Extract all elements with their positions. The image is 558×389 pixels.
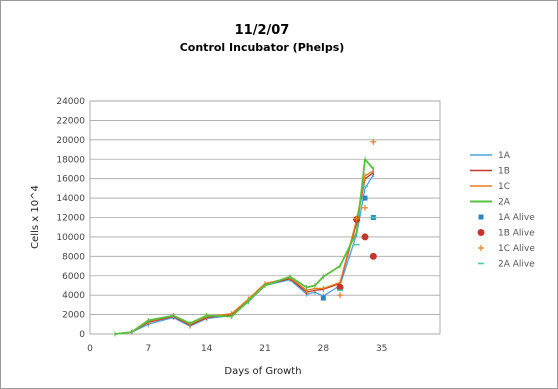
- x-tick-label: 0: [87, 344, 93, 354]
- legend-label: 1B: [498, 167, 510, 177]
- legend-symbol: [477, 229, 485, 236]
- data-point: [369, 252, 377, 260]
- legend-label: 1A: [498, 151, 511, 161]
- x-tick-label: 14: [201, 344, 213, 354]
- chart-title: 11/2/07: [235, 23, 290, 38]
- y-tick-label: 6000: [62, 272, 85, 282]
- legend-label: 2A: [498, 198, 511, 208]
- y-tick-label: 2000: [62, 311, 85, 321]
- x-tick-label: 7: [145, 344, 151, 354]
- grid: [90, 100, 440, 315]
- x-tick-labels: 0 7 14 21 28 35: [87, 344, 387, 354]
- y-tick-label: 22000: [56, 116, 85, 126]
- data-point: [337, 292, 343, 299]
- legend-symbol: [478, 245, 484, 251]
- series-lines: [114, 156, 374, 337]
- legend-label: 1A Alive: [498, 213, 535, 223]
- legend-label: 1C Alive: [498, 244, 535, 254]
- y-tick-label: 12000: [56, 214, 85, 224]
- y-tick-label: 0: [79, 330, 85, 340]
- chart-subtitle: Control Incubator (Phelps): [180, 41, 345, 54]
- series-markers: [320, 138, 377, 301]
- x-tick-label: 21: [259, 344, 270, 354]
- legend-symbol: [478, 214, 484, 220]
- data-point: [362, 195, 368, 201]
- y-tick-label: 4000: [62, 291, 85, 301]
- legend-label: 1B Alive: [498, 229, 535, 239]
- legend-label: 1C: [498, 182, 510, 192]
- data-point: [361, 233, 369, 241]
- data-point: [336, 283, 344, 291]
- y-tick-labels: 0 2000 4000 6000 8000 10000 12000 14000 16000 180…: [56, 97, 85, 340]
- legend-label: 2A Alive: [498, 260, 535, 270]
- data-point: [362, 204, 368, 211]
- x-axis-title: Days of Growth: [224, 366, 301, 377]
- y-tick-label: 14000: [56, 194, 85, 204]
- y-tick-label: 18000: [56, 155, 85, 165]
- x-tick-label: 28: [318, 344, 330, 354]
- data-point: [320, 295, 326, 301]
- y-tick-label: 16000: [56, 175, 85, 185]
- data-point: [353, 215, 360, 222]
- y-tick-label: 10000: [56, 233, 85, 243]
- y-tick-label: 20000: [56, 136, 85, 146]
- legend: 1A 1B 1C 2A 1A Alive 1B Alive 1C Alive 2A Alive: [470, 151, 535, 270]
- y-axis-title: Cells x 10^4: [30, 185, 41, 249]
- y-tick-label: 8000: [62, 252, 85, 262]
- y-tick-label: 24000: [56, 97, 85, 107]
- x-tick-label: 35: [376, 344, 387, 354]
- data-point: [370, 138, 377, 145]
